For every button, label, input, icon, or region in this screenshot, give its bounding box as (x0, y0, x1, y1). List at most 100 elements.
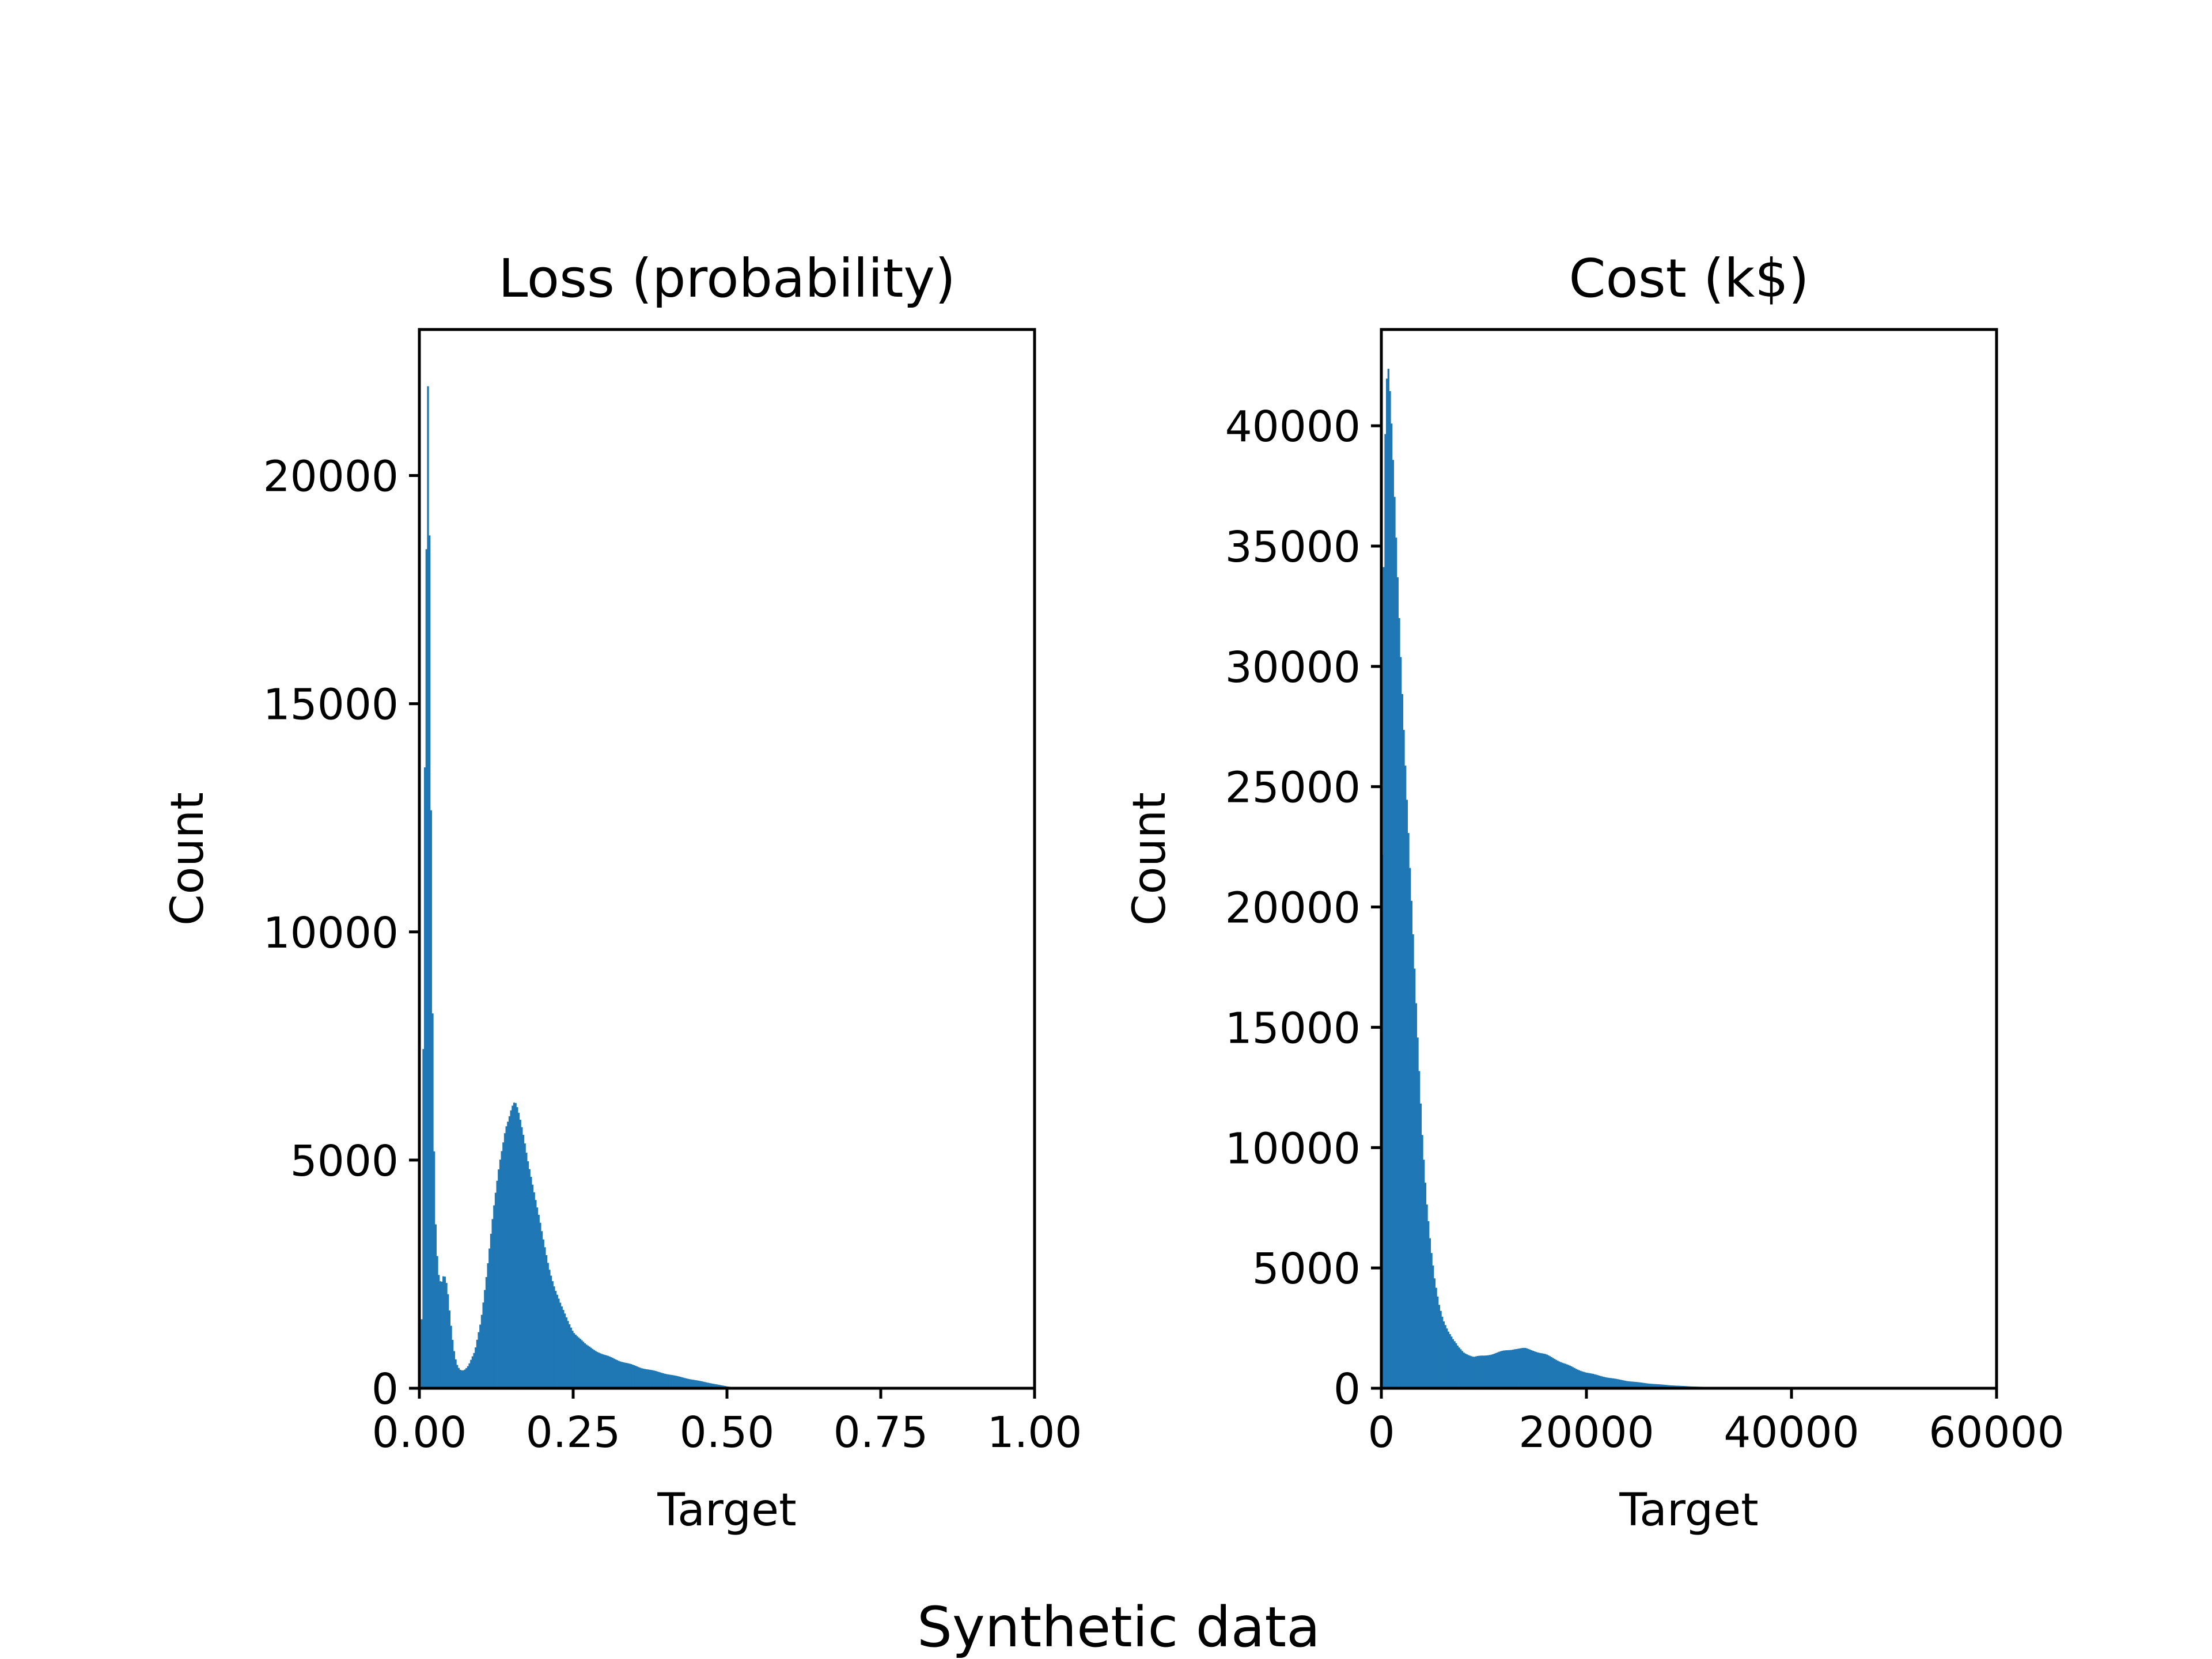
cost-histogram-bar (1656, 1384, 1659, 1388)
loss-y-tick-label: 15000 (263, 680, 399, 730)
loss-histogram-bar (570, 1327, 572, 1388)
cost-histogram-bar (1559, 1362, 1562, 1388)
loss-histogram-bar (484, 1290, 486, 1388)
loss-histogram-bar (688, 1379, 691, 1388)
loss-histogram-bar (685, 1378, 688, 1388)
loss-histogram-bar (505, 1126, 507, 1388)
loss-histogram-bar (607, 1355, 609, 1388)
cost-histogram-bar (1530, 1350, 1533, 1388)
cost-histogram-bar (1603, 1377, 1605, 1388)
loss-histogram-bar (476, 1339, 479, 1388)
loss-histogram-bar (528, 1169, 531, 1388)
cost-histogram-bar (1661, 1384, 1664, 1388)
loss-histogram-bar (638, 1367, 640, 1388)
cost-histogram-bar (1433, 1278, 1436, 1388)
cost-histogram-bar (1664, 1385, 1666, 1388)
loss-histogram-bar (422, 1049, 425, 1388)
loss-histogram-bar (499, 1160, 502, 1388)
cost-y-tick-label: 25000 (1225, 763, 1361, 813)
cost-histogram-bar (1554, 1359, 1556, 1388)
loss-histogram-bar (559, 1302, 562, 1388)
cost-histogram-bar (1501, 1351, 1503, 1388)
loss-x-tick-label: 0.25 (526, 1408, 621, 1457)
loss-histogram-bar (540, 1231, 543, 1388)
loss-histogram-bar (510, 1110, 512, 1388)
loss-histogram-bar (436, 1256, 438, 1388)
loss-histogram-bar (424, 767, 426, 1388)
cost-histogram-bar (1516, 1349, 1519, 1388)
loss-panel-title: Loss (probability) (498, 248, 956, 309)
loss-histogram-bar (599, 1353, 601, 1388)
cost-histogram-bar (1586, 1373, 1588, 1388)
cost-histogram-bar (1532, 1351, 1534, 1388)
cost-histogram-bar (1499, 1351, 1502, 1388)
cost-histogram-bar (1541, 1353, 1543, 1388)
loss-histogram-bar (671, 1375, 674, 1388)
loss-histogram-bar (624, 1362, 626, 1388)
loss-histogram-bar (719, 1385, 721, 1388)
cost-histogram-bar (1649, 1384, 1651, 1388)
cost-histogram-bar (1546, 1354, 1548, 1388)
loss-histogram-bar (657, 1372, 660, 1388)
loss-histogram-bar (479, 1324, 482, 1388)
cost-histogram-bar (1442, 1321, 1445, 1388)
loss-histogram-bar (675, 1376, 677, 1388)
loss-histogram-bar (627, 1363, 629, 1388)
cost-histogram-bar (1403, 730, 1405, 1388)
cost-histogram-bar (1506, 1350, 1508, 1388)
cost-histogram-bar (1580, 1370, 1582, 1388)
loss-histogram-bar (679, 1377, 681, 1388)
loss-histogram-bar (711, 1383, 714, 1388)
loss-histogram-bar (648, 1369, 651, 1388)
loss-histogram-bar (703, 1382, 706, 1388)
loss-y-axis-label: Count (162, 792, 214, 926)
cost-histogram-bar (1432, 1265, 1434, 1388)
loss-histogram-bar (480, 1315, 483, 1388)
loss-histogram-bar (444, 1277, 446, 1388)
loss-histogram-bar (630, 1364, 632, 1388)
cost-histogram-bar (1627, 1381, 1630, 1388)
cost-histogram-bar (1513, 1349, 1516, 1388)
cost-histogram-bar (1618, 1379, 1620, 1388)
loss-histogram-bar (696, 1380, 698, 1388)
loss-histogram-bar (465, 1368, 468, 1388)
loss-histogram-bar (547, 1263, 549, 1388)
loss-y-tick-label: 5000 (290, 1137, 399, 1186)
loss-histogram-bar (622, 1362, 624, 1388)
loss-histogram-bar (716, 1384, 718, 1388)
loss-histogram-bar (680, 1377, 683, 1388)
loss-histogram-bar (457, 1368, 460, 1388)
cost-histogram-bar (1479, 1355, 1482, 1388)
cost-histogram-bar (1393, 497, 1396, 1388)
loss-histogram-bar (563, 1313, 566, 1388)
loss-histogram-bar (642, 1368, 645, 1388)
loss-histogram-bar (478, 1332, 480, 1388)
loss-histogram-bar (585, 1344, 588, 1388)
cost-histogram-bar (1465, 1354, 1468, 1388)
figure-suptitle: Synthetic data (917, 1595, 1320, 1659)
cost-histogram-panel: Cost (k$) 0 20000 40000 60000 0 5000 10000 150… (1124, 248, 2065, 1536)
loss-histogram-bar (445, 1283, 448, 1388)
loss-histogram-bar (596, 1351, 599, 1388)
loss-histogram-bar (647, 1369, 649, 1388)
loss-histogram-bar (615, 1359, 617, 1388)
loss-histogram-bar (453, 1351, 456, 1388)
cost-histogram-bar (1665, 1385, 1668, 1388)
loss-histogram-bar (673, 1375, 675, 1388)
cost-histogram-bar (1391, 423, 1393, 1388)
cost-histogram-bar (1483, 1355, 1485, 1388)
loss-histogram-bar (610, 1357, 612, 1388)
cost-histogram-bar (1512, 1350, 1514, 1388)
loss-histogram-bar (582, 1342, 585, 1388)
cost-histogram-bar (1652, 1384, 1654, 1388)
loss-histogram-bar (448, 1310, 450, 1388)
loss-histogram-bar (604, 1355, 606, 1388)
loss-histogram-bar (525, 1153, 528, 1388)
cost-x-tick-label: 60000 (1929, 1408, 2064, 1457)
cost-histogram-bar (1563, 1363, 1565, 1388)
cost-histogram-bar (1437, 1296, 1439, 1388)
cost-histogram-bar (1521, 1348, 1524, 1388)
cost-histogram-bar (1584, 1372, 1586, 1388)
loss-histogram-bar (694, 1380, 697, 1388)
loss-histogram-bar (665, 1374, 668, 1388)
